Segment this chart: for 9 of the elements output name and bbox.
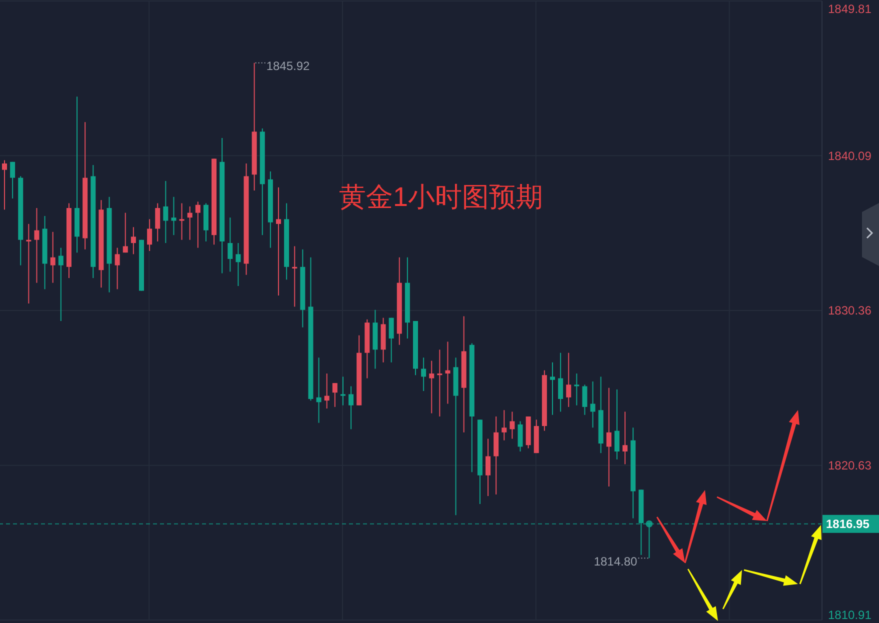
annotation: 1845.92	[266, 59, 310, 74]
annotation: 1814.80	[594, 554, 638, 568]
y-tick-label: 1830.36	[828, 304, 872, 318]
y-tick-label: 1810.91	[828, 608, 872, 622]
y-tick-label: 1849.81	[828, 2, 872, 16]
text: 黄金1小时图预期	[338, 182, 544, 212]
ref-line-label: 1816.95	[826, 517, 870, 532]
y-tick-label: 1840.09	[828, 148, 872, 163]
y-tick-label: 1820.63	[828, 458, 872, 473]
